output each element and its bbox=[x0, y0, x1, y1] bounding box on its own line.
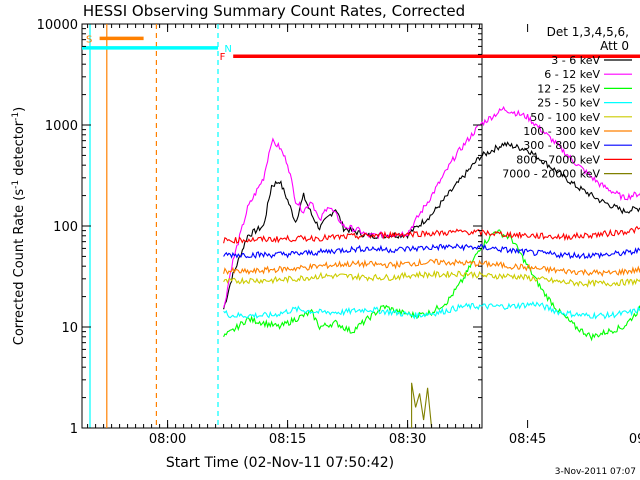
state-bar-label-s: S bbox=[86, 34, 92, 45]
y-axis-label-end: ) bbox=[12, 107, 27, 112]
x-tick-label-1: 08:15 bbox=[269, 432, 306, 447]
series-line-3 bbox=[223, 301, 640, 320]
legend-label-7: 800 - 7000 keV bbox=[516, 153, 600, 166]
state-bar-label-n: N bbox=[224, 44, 231, 55]
legend-label-1: 6 - 12 keV bbox=[544, 68, 600, 81]
y-axis-label-mid: detector bbox=[12, 120, 27, 180]
plot-area bbox=[81, 23, 483, 429]
timestamp: 3-Nov-2011 07:07 bbox=[555, 467, 636, 477]
series-line-2 bbox=[223, 229, 640, 342]
series-line-8 bbox=[411, 382, 433, 429]
legend-label-8: 7000 - 20000 keV bbox=[502, 168, 600, 181]
y-tick-label-3: 1000 bbox=[45, 119, 78, 134]
x-tick-label-4: 09:00 bbox=[629, 432, 640, 447]
legend-label-0: 3 - 6 keV bbox=[551, 54, 600, 67]
legend-title-1: Det 1,3,4,5,6, bbox=[547, 25, 629, 39]
y-axis-label-main: Corrected Count Rate (s bbox=[12, 189, 27, 346]
x-tick-label-0: 08:00 bbox=[149, 432, 186, 447]
y-tick-label-0: 1 bbox=[70, 422, 78, 437]
legend-label-6: 300 - 800 keV bbox=[523, 139, 600, 152]
series-line-4 bbox=[223, 269, 640, 288]
plot-frame bbox=[81, 23, 483, 429]
series-line-5 bbox=[223, 258, 640, 278]
series-line-7 bbox=[223, 225, 640, 244]
series-line-6 bbox=[223, 243, 640, 260]
series-lines bbox=[223, 105, 640, 429]
y-tick-label-1: 10 bbox=[61, 321, 78, 336]
instrument-state-bars: S FN bbox=[82, 34, 640, 63]
y-axis-label-sup-1: -1 bbox=[11, 180, 21, 189]
series-line-1 bbox=[223, 105, 640, 309]
x-axis-label: Start Time (02-Nov-11 07:50:42) bbox=[166, 455, 394, 471]
legend-title-2: Att 0 bbox=[600, 39, 629, 53]
y-axis-label-sup-2: -1 bbox=[11, 112, 21, 121]
y-axis-ticks: 1 10 100 1000 10000 bbox=[37, 18, 482, 437]
legend-label-5: 100 - 300 keV bbox=[523, 125, 600, 138]
state-bar-label-f: F bbox=[220, 52, 226, 63]
legend-label-3: 25 - 50 keV bbox=[537, 97, 600, 110]
y-tick-label-4: 10000 bbox=[37, 18, 78, 33]
chart-title: HESSI Observing Summary Count Rates, Cor… bbox=[83, 2, 465, 20]
x-tick-label-3: 08:45 bbox=[509, 432, 546, 447]
y-tick-label-2: 100 bbox=[53, 220, 78, 235]
x-tick-label-2: 08:30 bbox=[389, 432, 426, 447]
legend-label-2: 12 - 25 keV bbox=[537, 82, 600, 95]
y-axis-label: Corrected Count Rate (s-1 detector-1) bbox=[11, 107, 27, 345]
series-line-0 bbox=[223, 141, 640, 310]
legend-label-4: 50 - 100 keV bbox=[530, 111, 600, 124]
